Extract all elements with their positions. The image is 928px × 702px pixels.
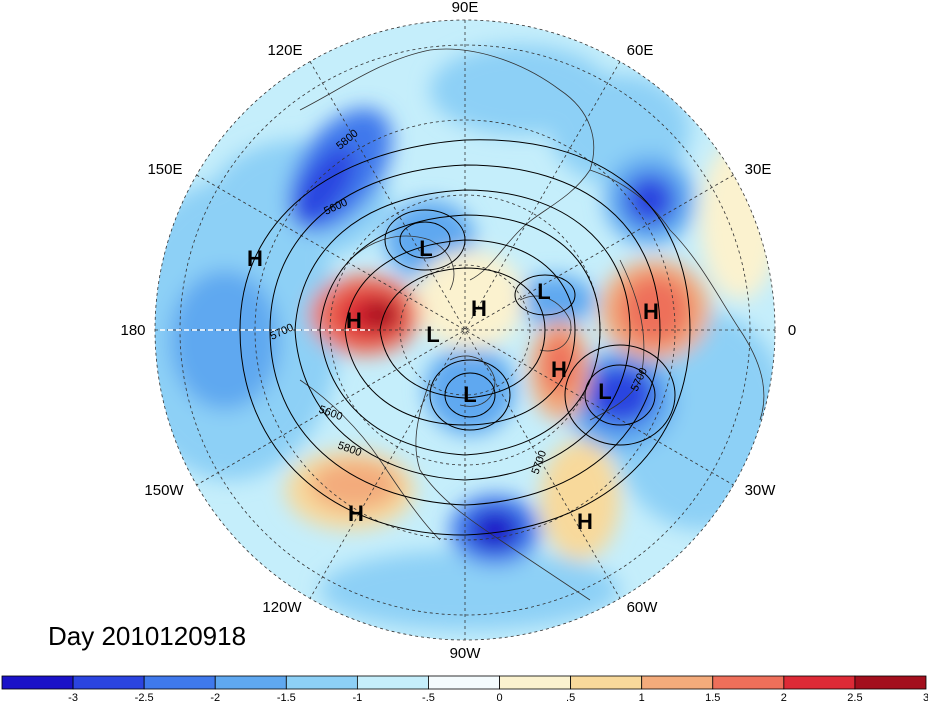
colorbar-swatch	[428, 675, 500, 690]
height-contours	[239, 139, 691, 536]
colorbar-swatch	[712, 675, 785, 690]
high-center: H	[551, 357, 567, 382]
colorbar-tick-label: 3	[923, 692, 928, 702]
colorbar: -3 -2.5 -2 -1.5 -1 -.5 0 .5 1 1.5 2 2.5 3	[1, 675, 928, 702]
coastlines	[299, 48, 765, 601]
colorbar-tick-label: -1.5	[277, 692, 296, 702]
low-center: L	[537, 279, 550, 304]
colorbar-tick-label: -.5	[422, 692, 435, 702]
longitude-label: 150W	[144, 482, 184, 499]
colorbar-swatch	[285, 675, 358, 690]
longitude-labels: 90E 60E 30E 0 30W 60W 90W 120W 150W 180 …	[120, 0, 796, 662]
longitude-label: 120E	[267, 42, 302, 59]
high-center: H	[348, 501, 364, 526]
colorbar-tick-label: 1	[639, 692, 645, 702]
longitude-label: 60W	[627, 599, 659, 616]
colorbar-swatch	[1, 675, 74, 690]
low-center: L	[426, 322, 439, 347]
colorbar-swatch	[356, 675, 429, 690]
colorbar-tick-label: .5	[566, 692, 575, 702]
colorbar-swatch	[570, 675, 643, 690]
colorbar-tick-label: 2.5	[847, 692, 862, 702]
longitude-label: 30E	[745, 161, 772, 178]
pressure-centers: H H H H H H H L L L L L	[247, 236, 659, 534]
colorbar-tick-label: -2.5	[135, 692, 154, 702]
map-boundary	[154, 19, 776, 641]
colorbar-tick-label: -1	[352, 692, 362, 702]
colorbar-swatch	[783, 675, 856, 690]
longitude-label: 90W	[450, 645, 482, 662]
colorbar-swatch	[854, 675, 927, 690]
longitude-label: 150E	[147, 161, 182, 178]
low-center: L	[598, 379, 611, 404]
longitude-label: 180	[120, 322, 145, 339]
day-label: Day 2010120918	[48, 621, 246, 651]
longitude-label: 90E	[452, 0, 479, 16]
high-center: H	[643, 299, 659, 324]
colorbar-swatch	[499, 675, 572, 690]
high-center: H	[577, 509, 593, 534]
colorbar-tick-label: 0	[496, 692, 502, 702]
high-center: H	[346, 308, 362, 333]
longitude-label: 60E	[627, 42, 654, 59]
longitude-label: 120W	[262, 599, 302, 616]
colorbar-tick-label: 1.5	[705, 692, 720, 702]
colorbar-swatch	[214, 675, 287, 690]
longitude-label: 30W	[745, 482, 777, 499]
colorbar-swatch	[641, 675, 714, 690]
low-center: L	[419, 236, 432, 261]
colorbar-tick-label: 2	[781, 692, 787, 702]
colorbar-swatch	[143, 675, 216, 690]
high-center: H	[471, 296, 487, 321]
low-center: L	[463, 382, 476, 407]
colorbar-tick-label: -2	[210, 692, 220, 702]
colorbar-tick-label: -3	[68, 692, 78, 702]
colorbar-swatch	[72, 675, 145, 690]
high-center: H	[247, 246, 263, 271]
longitude-label: 0	[788, 322, 796, 339]
